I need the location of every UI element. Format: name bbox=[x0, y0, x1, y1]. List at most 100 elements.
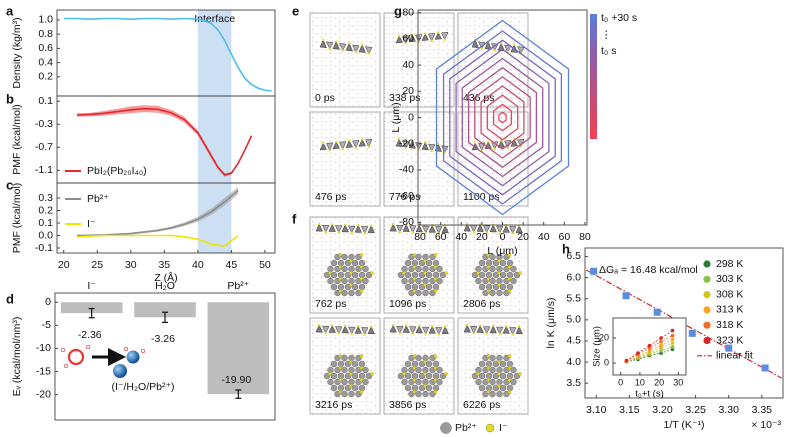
contour bbox=[442, 30, 563, 205]
octahedron bbox=[395, 35, 403, 44]
octahedron bbox=[489, 325, 497, 334]
lead-atom bbox=[496, 289, 503, 297]
iodide-atom bbox=[443, 38, 446, 41]
iodide-atom bbox=[518, 372, 522, 376]
x-tick-label: 25 bbox=[91, 259, 103, 271]
iodide-atom bbox=[424, 231, 427, 235]
y-tick-label: 80 bbox=[402, 6, 414, 18]
iodide-atom bbox=[485, 332, 488, 335]
legend-swatch bbox=[703, 336, 711, 345]
point bbox=[688, 329, 696, 337]
iodide-atom bbox=[437, 232, 440, 235]
iodide-atom bbox=[506, 146, 509, 150]
snapshot-art bbox=[389, 323, 449, 398]
y-tick-label: 6.0 bbox=[566, 271, 581, 283]
y-tick-label: -5 bbox=[42, 319, 51, 331]
lead-atom bbox=[489, 366, 496, 374]
x-tick-label: 10 bbox=[635, 377, 645, 387]
iodide-atom bbox=[507, 289, 512, 293]
y-tick-label: 0 bbox=[45, 296, 51, 308]
iodide-atom bbox=[363, 333, 366, 336]
y-axis-title: Eᵥ (kcal/mol/nm³) bbox=[11, 317, 23, 397]
iodide-atom bbox=[359, 253, 364, 257]
lead-atom bbox=[358, 271, 366, 279]
iodide-atom bbox=[405, 324, 408, 327]
iodide-atom bbox=[500, 42, 503, 45]
octahedron bbox=[502, 325, 510, 334]
iodide-atom bbox=[370, 372, 374, 376]
panel-letter: a bbox=[6, 3, 14, 18]
x-axis-title: 1/T (K⁻¹) bbox=[664, 419, 705, 431]
octahedron bbox=[315, 223, 323, 232]
lead-atom bbox=[341, 378, 348, 386]
iodide-atom bbox=[324, 231, 327, 234]
lead-atom bbox=[401, 277, 408, 285]
bar bbox=[207, 302, 270, 395]
iodide-atom bbox=[350, 231, 353, 235]
octahedron bbox=[361, 327, 369, 335]
x-tick-label: 40 bbox=[455, 231, 467, 243]
iodide-atom bbox=[370, 325, 373, 328]
lead-atom bbox=[337, 360, 345, 368]
lead-atom bbox=[415, 265, 422, 273]
lead-atom bbox=[478, 259, 486, 267]
line bbox=[77, 107, 253, 176]
lead-atom bbox=[401, 366, 408, 374]
octahedron bbox=[463, 223, 471, 232]
octahedron bbox=[483, 225, 491, 234]
y-tick-label: 0.3 bbox=[38, 192, 53, 204]
lead-atom bbox=[436, 265, 443, 273]
annotation: (I⁻/H₂O/Pb²⁺) bbox=[112, 381, 175, 393]
y-tick-label: -0.1 bbox=[35, 242, 53, 254]
octahedron bbox=[504, 44, 512, 53]
octahedron bbox=[396, 325, 404, 334]
error-bar bbox=[88, 307, 95, 319]
iodide-atom bbox=[359, 289, 364, 293]
lead-atom bbox=[496, 366, 503, 374]
y-tick-label: 3.5 bbox=[566, 377, 581, 389]
inset-point bbox=[647, 346, 652, 350]
plot-frame bbox=[417, 9, 588, 226]
iodide-atom bbox=[498, 332, 501, 336]
octahedron bbox=[352, 44, 360, 53]
iodide-atom bbox=[487, 140, 490, 143]
snapshot-frame bbox=[383, 216, 455, 314]
octahedron bbox=[326, 41, 334, 50]
iodide-atom bbox=[398, 34, 401, 38]
legend-label: 313 K bbox=[716, 304, 743, 316]
octahedron bbox=[409, 225, 417, 234]
lead-atom bbox=[341, 366, 348, 374]
octahedron bbox=[402, 324, 410, 333]
legend-swatch bbox=[440, 422, 452, 434]
inset-point bbox=[670, 333, 675, 338]
y-axis-title: PMF (kcal/mol) bbox=[11, 183, 23, 254]
legend-swatch bbox=[703, 321, 711, 329]
contour bbox=[449, 39, 556, 196]
y-axis-title: ln K (μm/s) bbox=[545, 298, 557, 349]
lead-atom bbox=[432, 372, 440, 380]
x-tick-label: 0 bbox=[500, 231, 506, 243]
lead-atom bbox=[499, 271, 507, 279]
iodide-atom bbox=[344, 324, 347, 327]
x-tick-label: 3.15 bbox=[619, 404, 640, 416]
inset-point bbox=[670, 347, 675, 352]
lead-atom bbox=[404, 372, 412, 380]
iodide-atom bbox=[398, 231, 401, 234]
lead-atom bbox=[341, 390, 348, 398]
y-tick-label: -20 bbox=[399, 138, 414, 150]
iodide-atom bbox=[411, 332, 414, 335]
category-label: I⁻ bbox=[87, 280, 96, 292]
lead-atom bbox=[475, 378, 482, 386]
y-axis-title: L (μm) bbox=[390, 102, 402, 132]
x-axis-title: L (μm) bbox=[487, 245, 517, 257]
y-tick-label: -40 bbox=[399, 164, 414, 176]
snapshot-frame bbox=[383, 111, 455, 207]
iodide-atom bbox=[433, 289, 438, 293]
colorbar-label: t₀ s bbox=[601, 45, 616, 57]
legend-swatch bbox=[703, 260, 711, 268]
plot-frame bbox=[54, 292, 276, 421]
bar bbox=[134, 302, 196, 318]
octahedron bbox=[476, 223, 484, 232]
x-tick-label: 3.20 bbox=[652, 404, 673, 416]
inset-point bbox=[647, 351, 652, 355]
